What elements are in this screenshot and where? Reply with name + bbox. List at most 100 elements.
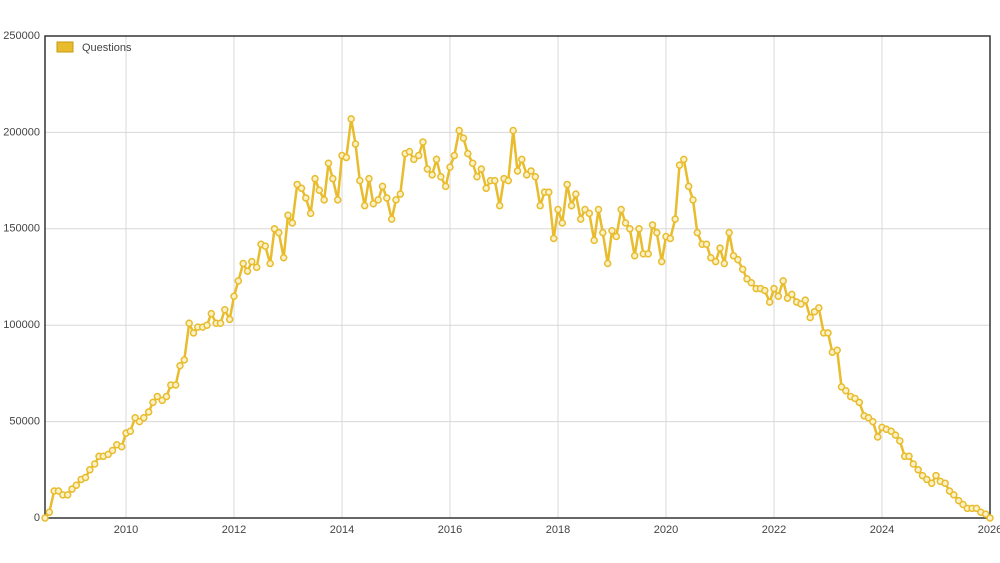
data-point bbox=[761, 286, 769, 295]
data-point bbox=[216, 319, 225, 328]
data-point bbox=[108, 446, 117, 455]
x-tick-label: 2026 bbox=[978, 524, 1000, 536]
data-point bbox=[779, 277, 787, 285]
data-point bbox=[311, 174, 319, 183]
data-point bbox=[801, 296, 810, 304]
data-point bbox=[149, 398, 157, 407]
data-point bbox=[630, 252, 639, 260]
data-point bbox=[320, 196, 328, 204]
data-point bbox=[126, 427, 135, 435]
data-point bbox=[230, 292, 238, 301]
y-tick-label: 100000 bbox=[3, 319, 40, 331]
data-point bbox=[432, 155, 441, 164]
x-tick-label: 2020 bbox=[654, 524, 678, 536]
data-point bbox=[180, 356, 189, 364]
data-point bbox=[833, 346, 841, 355]
data-point bbox=[842, 387, 850, 395]
y-tick-label: 200000 bbox=[3, 126, 40, 138]
data-point bbox=[720, 259, 729, 268]
y-tick-label: 150000 bbox=[3, 223, 40, 235]
data-point bbox=[468, 159, 477, 167]
data-point bbox=[207, 309, 216, 318]
x-tick-label: 2024 bbox=[870, 524, 894, 536]
data-point bbox=[234, 277, 243, 285]
data-point bbox=[414, 151, 423, 160]
data-point bbox=[302, 194, 310, 202]
data-point bbox=[41, 514, 49, 522]
data-point bbox=[549, 234, 558, 243]
data-point bbox=[383, 194, 391, 202]
data-point bbox=[941, 479, 949, 488]
data-point bbox=[203, 321, 211, 329]
data-point bbox=[90, 460, 99, 468]
data-point bbox=[621, 219, 630, 227]
data-point bbox=[657, 257, 666, 266]
data-point bbox=[419, 138, 427, 146]
data-point bbox=[684, 182, 693, 191]
data-point bbox=[392, 196, 400, 204]
data-point bbox=[261, 242, 270, 250]
data-point bbox=[527, 167, 535, 175]
data-point bbox=[788, 290, 796, 299]
data-point bbox=[617, 205, 625, 214]
data-point bbox=[590, 236, 598, 245]
data-point bbox=[594, 205, 603, 214]
data-point bbox=[351, 140, 360, 148]
data-point bbox=[491, 176, 499, 185]
data-point bbox=[711, 257, 720, 266]
data-point bbox=[279, 253, 288, 262]
data-point bbox=[914, 466, 922, 474]
data-point bbox=[356, 176, 364, 185]
data-point bbox=[221, 306, 229, 314]
data-point bbox=[612, 232, 621, 241]
data-point bbox=[644, 250, 652, 258]
data-point bbox=[725, 228, 733, 237]
x-tick-label: 2016 bbox=[438, 524, 462, 536]
data-point bbox=[648, 221, 657, 229]
data-point bbox=[189, 329, 198, 337]
data-point bbox=[284, 211, 292, 220]
data-point bbox=[423, 165, 432, 173]
data-point bbox=[297, 184, 306, 193]
x-tick-label: 2014 bbox=[330, 524, 354, 536]
data-point bbox=[347, 115, 355, 123]
data-point bbox=[680, 155, 688, 164]
data-point bbox=[585, 209, 594, 218]
data-point bbox=[869, 417, 877, 426]
data-point bbox=[716, 244, 724, 252]
data-point bbox=[450, 151, 459, 160]
data-point bbox=[72, 481, 81, 489]
data-point bbox=[518, 155, 526, 164]
data-point bbox=[707, 253, 715, 262]
data-point bbox=[81, 473, 90, 482]
data-point bbox=[266, 259, 274, 268]
y-tick-label: 250000 bbox=[3, 30, 40, 42]
data-point bbox=[531, 172, 540, 181]
data-point bbox=[428, 171, 436, 179]
data-point bbox=[86, 466, 94, 474]
data-point bbox=[360, 201, 369, 210]
data-point bbox=[891, 431, 900, 439]
data-point bbox=[482, 184, 490, 193]
data-point bbox=[504, 176, 513, 185]
data-point bbox=[387, 215, 396, 223]
data-point bbox=[932, 471, 940, 480]
data-point bbox=[324, 159, 333, 167]
plot-border bbox=[44, 35, 991, 519]
data-point bbox=[252, 263, 261, 272]
data-point bbox=[950, 491, 958, 499]
x-tick-label: 2010 bbox=[114, 524, 138, 536]
data-point bbox=[275, 228, 283, 237]
data-point bbox=[774, 292, 783, 301]
data-point bbox=[374, 196, 382, 204]
x-tick-label: 2018 bbox=[546, 524, 570, 536]
data-point bbox=[986, 514, 994, 522]
data-point bbox=[576, 215, 585, 223]
data-point bbox=[333, 196, 342, 204]
data-point bbox=[306, 209, 315, 218]
data-point bbox=[896, 437, 904, 445]
data-point bbox=[477, 165, 486, 173]
data-point bbox=[603, 259, 612, 268]
data-point bbox=[626, 225, 634, 233]
data-point bbox=[140, 413, 148, 422]
